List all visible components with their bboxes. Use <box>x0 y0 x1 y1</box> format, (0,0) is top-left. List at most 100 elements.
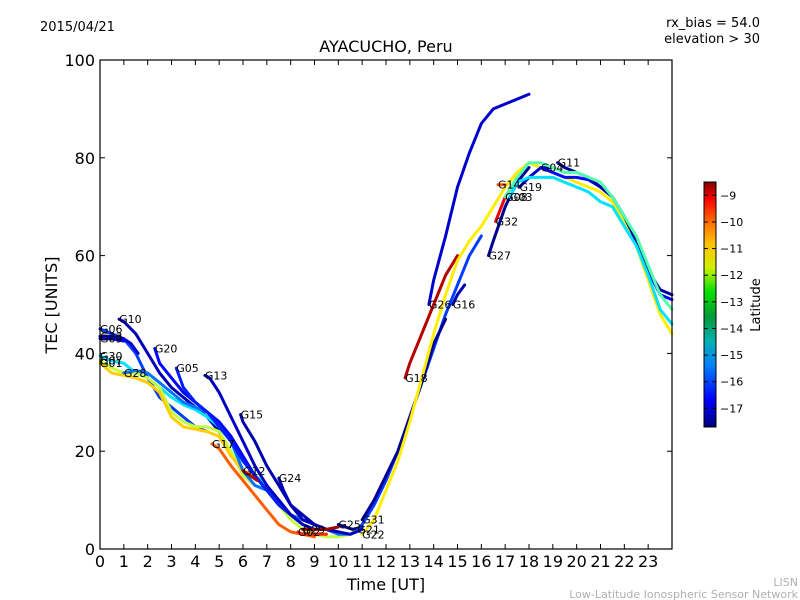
series-label-G22: G22 <box>362 528 385 541</box>
colorbar-ticks: −9 −10 −11 −12 −13 −14 −15 −16 −17 <box>704 189 743 415</box>
x-axis-ticks: 0 1 2 3 4 5 6 7 8 9 10 11 12 13 14 15 16 17 18 19 20 21 22 23 <box>95 60 658 571</box>
series-line-G08 <box>503 161 674 311</box>
series-label-G24: G24 <box>279 472 302 485</box>
series-line-G01 <box>98 361 257 478</box>
chart-title: AYACUCHO, Peru <box>319 37 452 56</box>
colorbar-tick-label: −14 <box>720 322 743 335</box>
colorbar-tick-label: −9 <box>720 189 736 202</box>
series-line-G09 <box>98 337 126 343</box>
x-tick-label: 19 <box>543 552 563 571</box>
series-label-G26: G26 <box>429 299 452 312</box>
series-line-G24 <box>277 476 364 536</box>
elevation-annotation: elevation > 30 <box>664 32 760 47</box>
series-label-G11: G11 <box>558 157 581 170</box>
colorbar-tick-label: −12 <box>720 269 743 282</box>
x-axis-label: Time [UT] <box>346 575 425 594</box>
series-label-G32: G32 <box>496 215 519 228</box>
x-tick-label: 21 <box>590 552 610 571</box>
series-line-G13 <box>203 373 316 531</box>
x-tick-label: 2 <box>143 552 153 571</box>
x-tick-label: 11 <box>352 552 372 571</box>
series-label-G07: G07 <box>100 355 123 368</box>
series-line-G23 <box>98 334 140 355</box>
y-tick-label: 0 <box>85 540 95 559</box>
series-label-G19: G19 <box>519 181 542 194</box>
series-line-G22 <box>360 161 674 536</box>
colorbar-label: Latitude <box>749 278 764 332</box>
series-label-G23: G23 <box>100 330 123 343</box>
series-line-G12 <box>241 469 259 482</box>
x-tick-label: 3 <box>166 552 176 571</box>
x-tick-label: 5 <box>214 552 224 571</box>
series-label-G05: G05 <box>176 362 199 375</box>
x-tick-label: 17 <box>495 552 515 571</box>
series-line-G29 <box>301 525 340 531</box>
series-label-G13: G13 <box>205 369 228 382</box>
x-tick-label: 22 <box>614 552 634 571</box>
series-label-G14: G14 <box>498 179 521 192</box>
series-label-G04: G04 <box>541 162 564 175</box>
series-line-G16 <box>451 283 467 306</box>
series-line-G27 <box>487 166 531 258</box>
series-label-G27: G27 <box>488 250 511 263</box>
y-tick-label: 100 <box>64 51 95 70</box>
x-tick-label: 4 <box>190 552 200 571</box>
x-tick-label: 23 <box>638 552 658 571</box>
x-tick-label: 15 <box>447 552 467 571</box>
series-line-G03 <box>508 175 674 326</box>
y-tick-label: 80 <box>75 149 95 168</box>
x-tick-label: 7 <box>262 552 272 571</box>
x-tick-label: 9 <box>309 552 319 571</box>
x-tick-label: 10 <box>328 552 348 571</box>
series-line-G18 <box>403 254 459 380</box>
y-axis-ticks: 0 20 40 60 80 100 <box>64 51 672 559</box>
series-line-G19 <box>518 166 555 189</box>
series-label-G09: G09 <box>100 333 123 346</box>
colorbar-tick-label: −15 <box>720 349 743 362</box>
series-line-G17 <box>210 442 316 539</box>
series-label-G31: G31 <box>362 514 385 527</box>
series-line-G02 <box>296 530 328 536</box>
series-label-G30: G30 <box>100 350 123 363</box>
y-tick-label: 20 <box>75 442 95 461</box>
x-tick-label: 1 <box>119 552 129 571</box>
colorbar-tick-label: −10 <box>720 216 743 229</box>
series-label-G25: G25 <box>338 519 361 532</box>
series-label-G02: G02 <box>298 526 321 539</box>
series-line-G26 <box>427 92 531 306</box>
series-label-G08: G08 <box>505 191 528 204</box>
series-label-G29: G29 <box>303 523 326 536</box>
x-tick-label: 13 <box>400 552 420 571</box>
series-label-G06: G06 <box>100 323 123 336</box>
footer-brand: LISN <box>773 576 798 589</box>
x-tick-label: 6 <box>238 552 248 571</box>
series-label-G17: G17 <box>212 438 235 451</box>
series-label-G10: G10 <box>119 313 142 326</box>
series-label-G15: G15 <box>241 409 264 422</box>
x-tick-label: 0 <box>95 552 105 571</box>
series-label-G18: G18 <box>405 372 428 385</box>
x-tick-label: 14 <box>423 552 443 571</box>
series-lines <box>98 92 674 539</box>
series-label-G21: G21 <box>357 523 380 536</box>
colorbar-tick-label: −13 <box>720 296 743 309</box>
x-tick-label: 20 <box>566 552 586 571</box>
footer-subtitle: Low-Latitude Ionospheric Sensor Network <box>569 588 798 600</box>
colorbar-tick-label: −17 <box>720 402 743 415</box>
series-label-G03: G03 <box>510 191 533 204</box>
x-tick-label: 8 <box>286 552 296 571</box>
colorbar <box>703 181 717 428</box>
colorbar-tick-label: −11 <box>720 243 743 256</box>
rx-bias-annotation: rx_bias = 54.0 <box>666 16 760 31</box>
date-label: 2015/04/21 <box>40 20 115 35</box>
colorbar-tick-label: −16 <box>720 376 743 389</box>
series-line-G31 <box>360 317 448 522</box>
y-tick-label: 60 <box>75 247 95 266</box>
series-label-G01: G01 <box>100 357 123 370</box>
series-label-G16: G16 <box>453 299 476 312</box>
series-label-G20: G20 <box>155 343 178 356</box>
series-label-G28: G28 <box>124 367 147 380</box>
x-tick-label: 16 <box>471 552 491 571</box>
